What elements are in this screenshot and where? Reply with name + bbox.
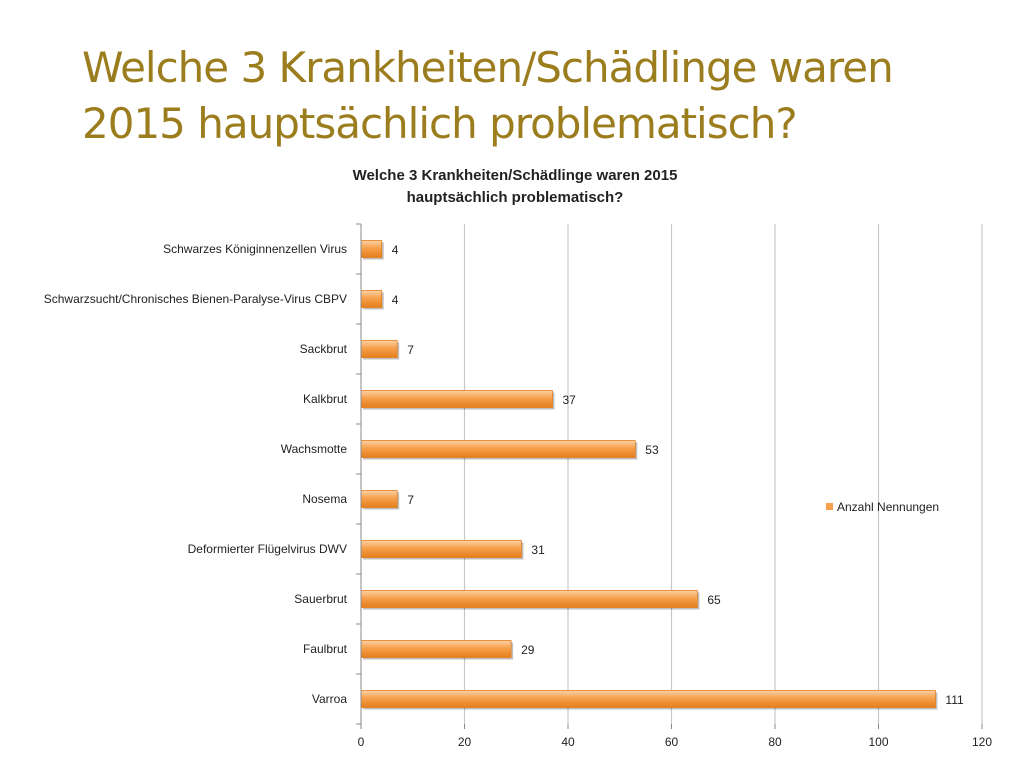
bar <box>360 340 398 358</box>
x-tick-label: 60 <box>665 735 679 749</box>
x-tick-label: 0 <box>358 735 365 749</box>
data-label: 53 <box>645 443 659 457</box>
bars: 4 4 7 37 53 7 31 65 29 111 <box>360 240 964 710</box>
axes: 0 20 40 60 80 100 120 Schwarzes Königinnenzelle… <box>44 223 992 749</box>
category-label: Sauerbrut <box>294 592 347 606</box>
bar <box>360 640 512 658</box>
data-label: 65 <box>707 593 721 607</box>
bar <box>360 440 636 458</box>
bar <box>360 540 522 558</box>
data-label: 37 <box>562 393 576 407</box>
bar <box>360 690 936 708</box>
data-label: 7 <box>407 343 414 357</box>
chart-title-line-1: Welche 3 Krankheiten/Schädlinge waren 20… <box>353 167 678 184</box>
bar <box>360 590 698 608</box>
grid-lines <box>463 224 983 724</box>
bar <box>360 240 383 258</box>
bar <box>360 390 553 408</box>
category-label: Kalkbrut <box>303 392 348 406</box>
category-label: Schwarzes Königinnenzellen Virus <box>163 242 347 256</box>
category-label: Deformierter Flügelvirus DWV <box>188 542 347 556</box>
data-label: 4 <box>392 293 399 307</box>
x-tick-label: 40 <box>561 735 575 749</box>
x-tick-label: 100 <box>868 735 888 749</box>
category-label: Schwarzsucht/Chronisches Bienen-Paralyse… <box>44 292 347 306</box>
slide-title: Welche 3 Krankheiten/Schädlinge waren 20… <box>82 43 894 148</box>
data-label: 111 <box>945 693 964 707</box>
data-label: 7 <box>407 493 414 507</box>
data-label: 4 <box>392 243 399 257</box>
category-label: Varroa <box>312 692 347 706</box>
data-label: 29 <box>521 643 535 657</box>
legend-label: Anzahl Nennungen <box>837 500 939 514</box>
bar <box>360 290 383 308</box>
category-label: Wachsmotte <box>281 442 348 456</box>
legend-swatch <box>826 503 833 510</box>
x-tick-label: 120 <box>972 735 992 749</box>
bar <box>360 490 398 508</box>
x-tick-label: 20 <box>458 735 472 749</box>
category-label: Nosema <box>302 492 347 506</box>
chart-title-line-2: hauptsächlich problematisch? <box>407 189 624 206</box>
category-label: Faulbrut <box>303 642 348 656</box>
data-label: 31 <box>531 543 545 557</box>
x-tick-label: 80 <box>768 735 782 749</box>
legend: Anzahl Nennungen <box>826 500 939 514</box>
category-label: Sackbrut <box>300 342 348 356</box>
